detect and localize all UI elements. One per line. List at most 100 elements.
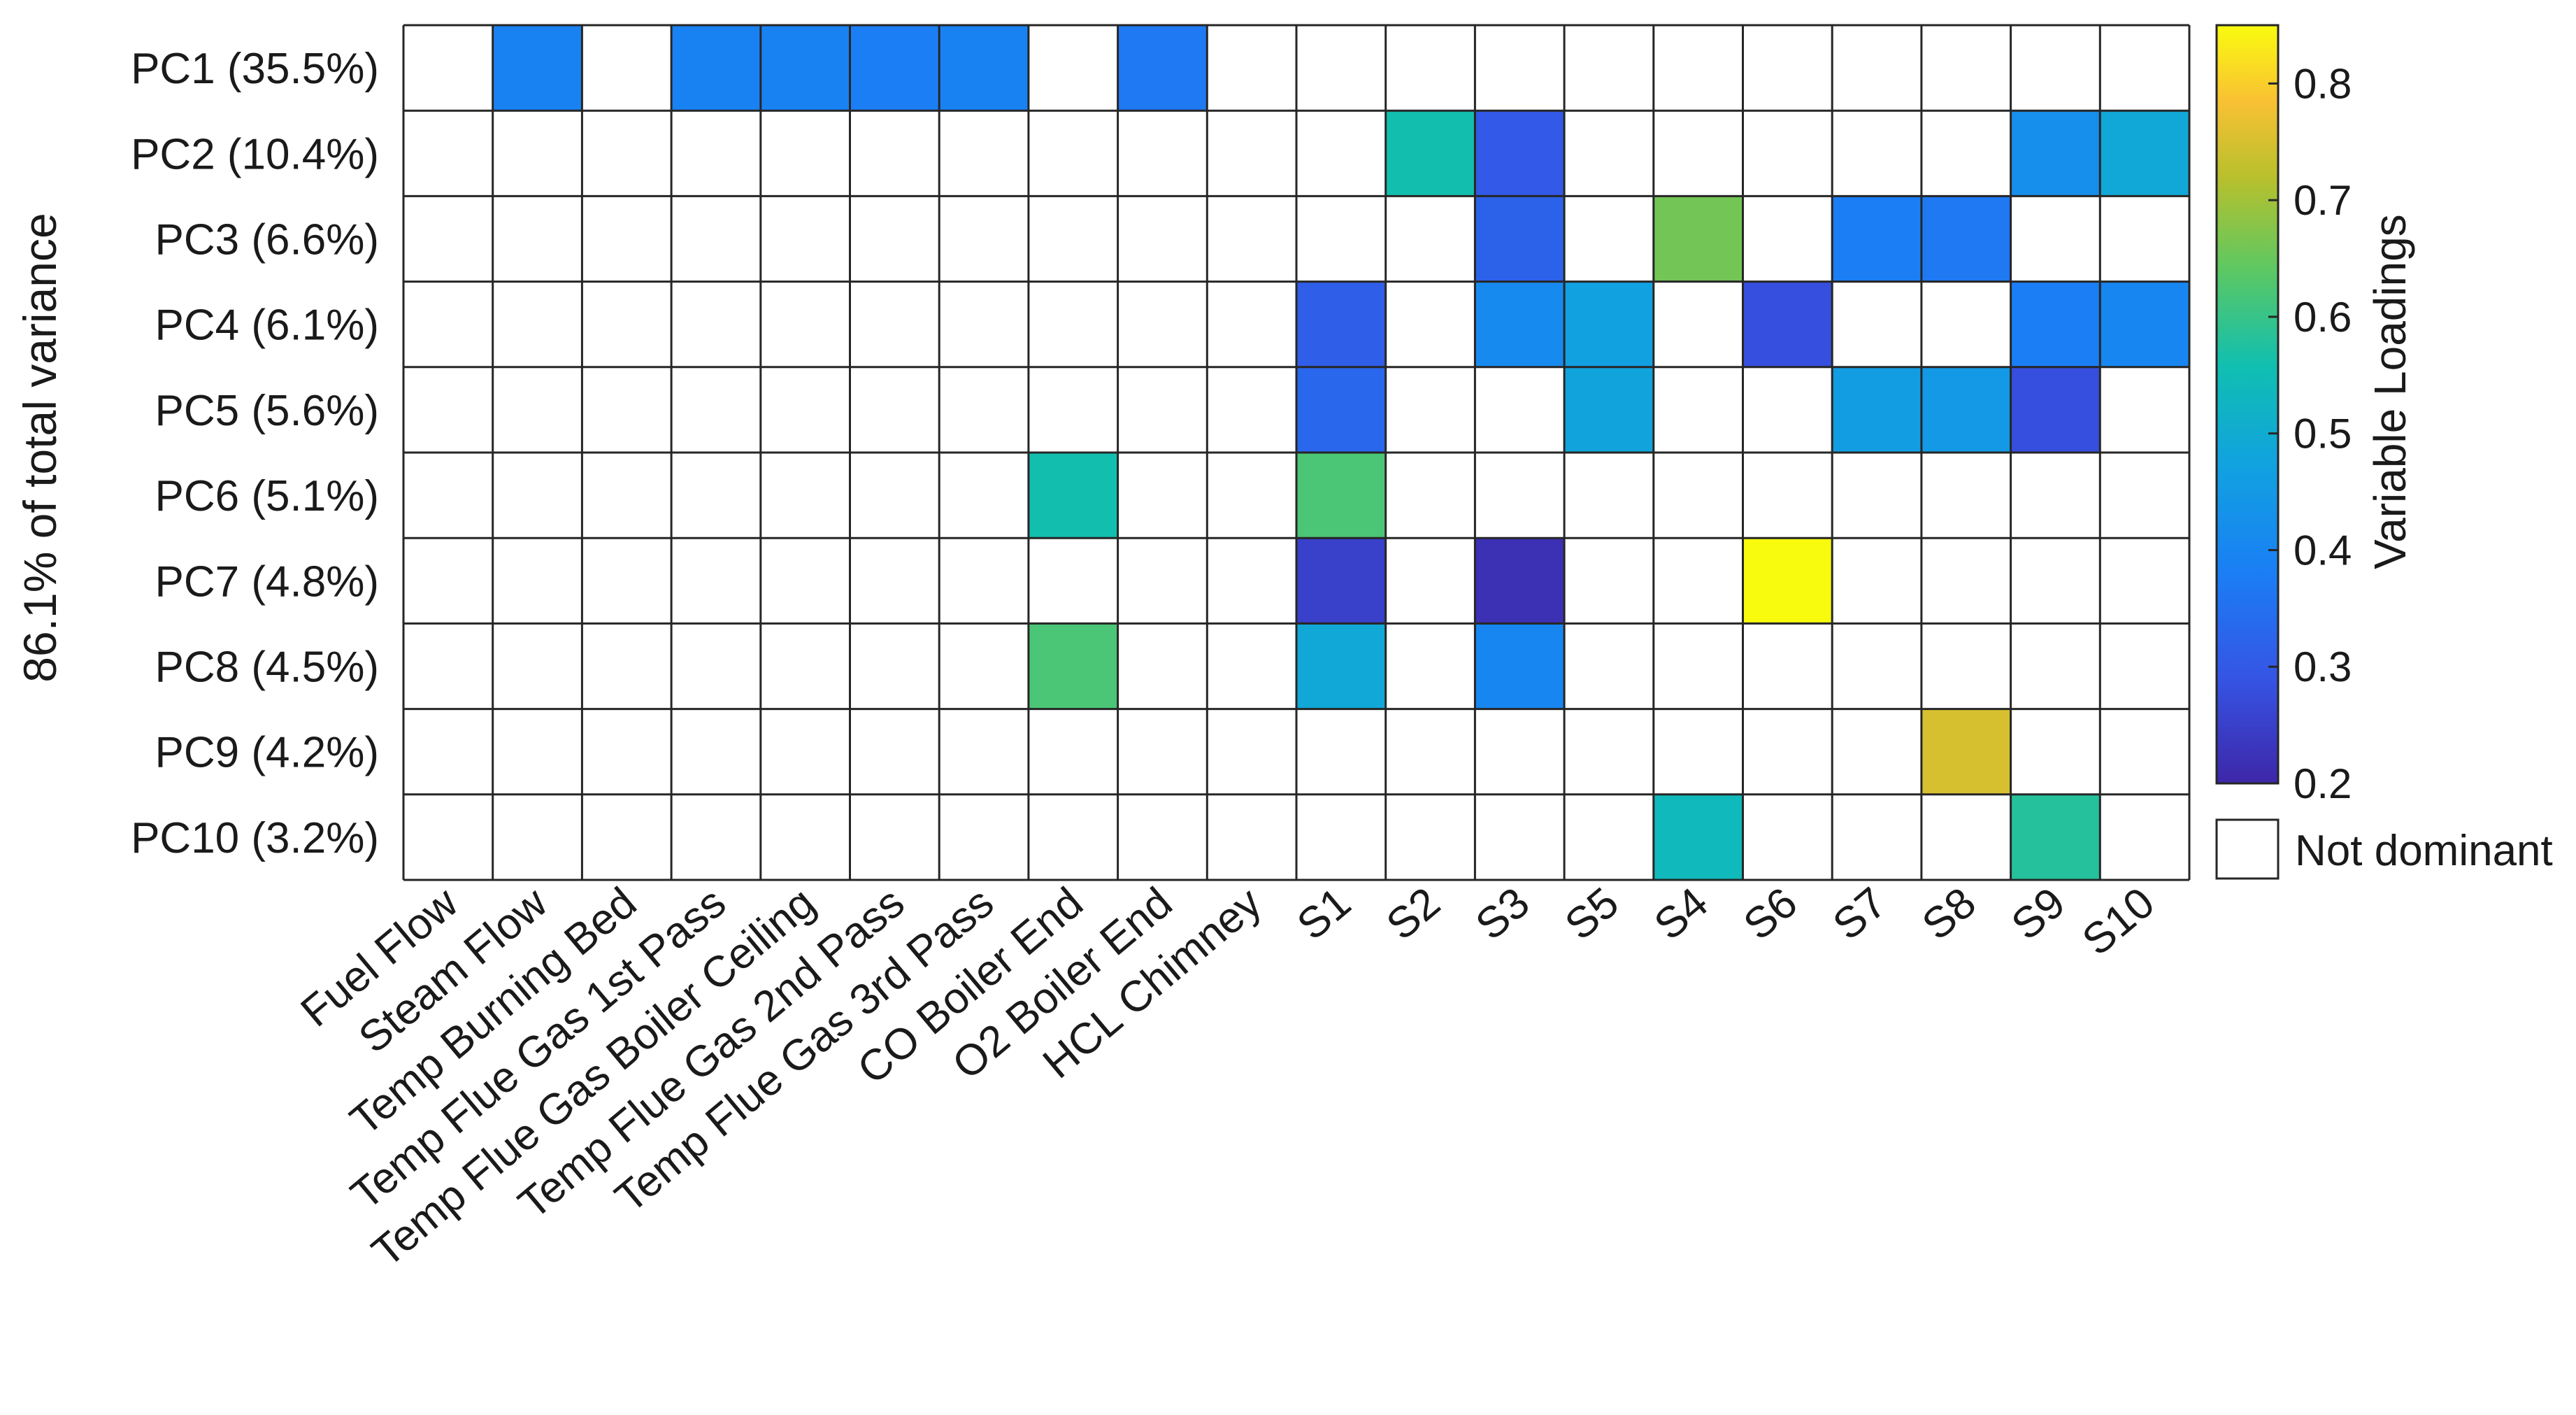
heatmap-cell [760, 111, 850, 197]
heatmap-cell [1028, 111, 1118, 197]
row-label: PC4 (6.1%) [155, 301, 379, 350]
heatmap-cell [403, 538, 493, 624]
heatmap-cell [2010, 709, 2101, 795]
heatmap-cell [1028, 367, 1118, 453]
heatmap-cell [1921, 196, 2011, 282]
column-label: S4 [1645, 879, 1717, 950]
column-label: S5 [1556, 879, 1627, 950]
heatmap-cell [1832, 709, 1922, 795]
heatmap-cell [1207, 709, 1296, 795]
heatmap-cell [492, 709, 582, 795]
heatmap-cell [1832, 281, 1922, 367]
heatmap-cell [2100, 281, 2189, 367]
heatmap-cell [2100, 794, 2189, 880]
heatmap-cell [850, 196, 940, 282]
heatmap-cell [492, 196, 582, 282]
heatmap-cell [1028, 794, 1118, 880]
heatmap-cell [1475, 281, 1565, 367]
heatmap-cell [492, 367, 582, 453]
heatmap-cell [2010, 111, 2101, 197]
heatmap-cell [492, 794, 582, 880]
column-label: S3 [1467, 879, 1538, 950]
heatmap-cell [1117, 623, 1208, 709]
heatmap-cell [1385, 709, 1475, 795]
heatmap-cell [1385, 367, 1475, 453]
heatmap-cell [1207, 623, 1296, 709]
heatmap-cell [1385, 281, 1475, 367]
heatmap-cell [1743, 623, 1833, 709]
colorbar-tick-label: 0.2 [2294, 760, 2352, 807]
heatmap-cell [671, 25, 761, 111]
heatmap-cell [2010, 538, 2101, 624]
heatmap-cell [1475, 794, 1565, 880]
heatmap-cell [671, 196, 761, 282]
heatmap-cell [582, 367, 672, 453]
heatmap-cell [582, 709, 672, 795]
heatmap-cell [582, 453, 672, 539]
heatmap-cell [2100, 709, 2189, 795]
heatmap-cell [1921, 111, 2011, 197]
heatmap-cell [492, 111, 582, 197]
heatmap-cell [1117, 196, 1208, 282]
heatmap-cell [850, 623, 940, 709]
heatmap-cell [939, 709, 1029, 795]
heatmap-cell [1475, 453, 1565, 539]
heatmap-cell [1832, 794, 1922, 880]
heatmap-cell [1921, 367, 2011, 453]
heatmap-cell [492, 623, 582, 709]
heatmap-cell [403, 111, 493, 197]
heatmap-cell [2010, 623, 2101, 709]
heatmap-cell [1653, 25, 1743, 111]
heatmap-cell [760, 281, 850, 367]
heatmap-cell [760, 538, 850, 624]
heatmap-cell [1653, 794, 1743, 880]
heatmap-cell [2100, 367, 2189, 453]
heatmap-cell [1743, 367, 1833, 453]
colorbar-tick-label: 0.4 [2294, 527, 2352, 574]
heatmap-cell [2010, 367, 2101, 453]
row-label: PC6 (5.1%) [155, 472, 379, 520]
heatmap-cell [1296, 281, 1386, 367]
heatmap-cell [939, 453, 1029, 539]
heatmap-cell [2100, 623, 2189, 709]
heatmap-cell [2100, 453, 2189, 539]
heatmap-cell [1653, 453, 1743, 539]
heatmap-cell [939, 196, 1029, 282]
heatmap-cell [492, 538, 582, 624]
heatmap-cell [2010, 453, 2101, 539]
heatmap-cell [671, 453, 761, 539]
heatmap-cell [1296, 25, 1386, 111]
heatmap-cell [939, 111, 1029, 197]
heatmap-cell [671, 111, 761, 197]
heatmap-cell [1028, 196, 1118, 282]
heatmap-cell [1653, 196, 1743, 282]
heatmap-cell [671, 538, 761, 624]
heatmap-cell [1832, 367, 1922, 453]
heatmap-cell [403, 281, 493, 367]
heatmap-cell [1475, 196, 1565, 282]
heatmap-cell [1832, 623, 1922, 709]
heatmap-cell [1564, 794, 1654, 880]
column-label: S6 [1735, 879, 1806, 950]
heatmap-cell [1385, 623, 1475, 709]
heatmap-cell [1117, 709, 1208, 795]
heatmap-cell [1564, 538, 1654, 624]
heatmap-cell [403, 623, 493, 709]
heatmap-cell [1475, 367, 1565, 453]
heatmap-cell [1653, 623, 1743, 709]
heatmap-cell [1653, 281, 1743, 367]
heatmap-cell [1207, 453, 1296, 539]
heatmap-cell [1296, 111, 1386, 197]
heatmap-cell [760, 25, 850, 111]
row-label: PC10 (3.2%) [131, 814, 379, 862]
heatmap-cell [2010, 196, 2101, 282]
heatmap-cell [760, 367, 850, 453]
heatmap-cell [1385, 25, 1475, 111]
heatmap-cell [492, 453, 582, 539]
row-label: PC5 (5.6%) [155, 387, 379, 435]
heatmap-cell [582, 538, 672, 624]
heatmap-cell [850, 25, 940, 111]
heatmap-cell [1117, 111, 1208, 197]
heatmap-cell [1921, 794, 2011, 880]
heatmap-cell [850, 111, 940, 197]
